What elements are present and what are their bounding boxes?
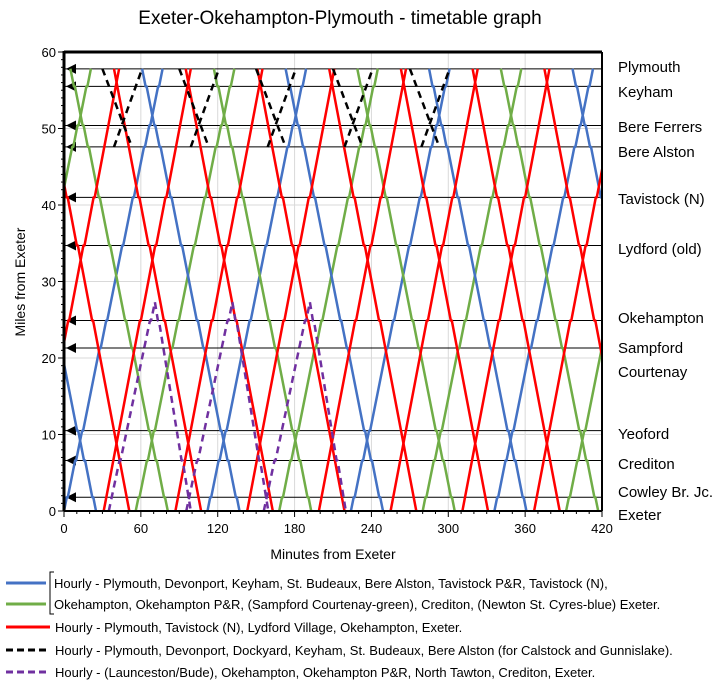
train-path-blue-green-down	[284, 68, 385, 511]
train-path-red-up	[64, 68, 121, 350]
y-tick-label: 0	[49, 504, 56, 519]
y-axis-label: Miles from Exeter	[12, 227, 28, 336]
train-path-blue-green-up	[493, 68, 595, 511]
y-tick-label: 10	[42, 428, 56, 443]
train-path-black-down	[178, 68, 210, 148]
train-path-blue-green-up	[206, 68, 308, 511]
station-label: Okehampton	[618, 310, 704, 327]
x-tick-label: 120	[207, 521, 229, 536]
train-path-red-up	[317, 68, 408, 511]
axes: 0 10 20 30 40 50 60 0 60 120 180 240 300 360 420	[42, 45, 613, 536]
train-path-purple-up	[262, 301, 312, 511]
station-label: Plymouth	[618, 59, 681, 76]
station-label: Bere Alston	[618, 144, 695, 161]
x-tick-label: 240	[361, 521, 383, 536]
train-path-red-down	[64, 176, 131, 511]
station-arrow-icon	[66, 192, 76, 203]
y-tick-label: 30	[42, 275, 56, 290]
x-tick-label: 300	[437, 521, 459, 536]
train-path-black-up	[420, 68, 451, 148]
station-arrow-icon	[66, 120, 76, 131]
station-label: Exeter	[618, 507, 661, 524]
train-path-black-down	[101, 68, 134, 148]
train-path-blue-green-down	[427, 68, 528, 511]
x-tick-label: 0	[60, 521, 67, 536]
x-tick-label: 420	[591, 521, 613, 536]
station-label: Yeoford	[618, 426, 669, 443]
station-label: Keyham	[618, 84, 673, 101]
train-path-black-up	[112, 68, 144, 148]
train-path-black-down	[254, 68, 287, 148]
x-tick-label: 180	[284, 521, 306, 536]
train-path-red-down	[399, 68, 490, 511]
train-path-red-down	[256, 68, 346, 511]
station-arrow-icon	[66, 343, 76, 354]
station-arrow-icon	[66, 240, 76, 251]
train-path-blue-green-down	[64, 357, 98, 511]
train-path-blue-green-up	[64, 68, 164, 511]
station-label: Cowley Br. Jc.	[618, 484, 713, 501]
train-path-blue-green-down	[212, 68, 313, 511]
train-path-purple-down	[231, 301, 270, 511]
train-path-blue-green-up	[349, 68, 451, 511]
station-label: Crediton	[618, 456, 675, 473]
train-path-red-up	[389, 68, 479, 511]
station-label: Bere Ferrers	[618, 119, 702, 136]
train-path-blue-green-down	[356, 68, 456, 511]
train-path-black-up	[266, 68, 298, 148]
legend-bracket	[49, 571, 54, 615]
station-arrow-icon	[66, 315, 76, 326]
train-path-blue-green-down	[69, 68, 170, 511]
train-path-blue-green-down	[140, 68, 241, 511]
train-path-purple-up	[185, 301, 234, 511]
station-label: Lydford (old)	[618, 241, 702, 258]
station-labels: Plymouth Keyham Bere Ferrers Bere Alston Tav…	[618, 59, 713, 524]
train-path-blue-green-up	[564, 345, 602, 511]
train-path-red-up	[245, 68, 336, 511]
train-path-blue-green-up	[277, 68, 380, 511]
y-tick-label: 50	[42, 122, 56, 137]
train-path-red-down	[112, 68, 203, 511]
train-path-red-down	[327, 68, 418, 511]
y-tick-label: 60	[42, 45, 56, 60]
y-tick-label: 40	[42, 198, 56, 213]
train-path-blue-green-up	[64, 68, 93, 195]
y-tick-label: 20	[42, 351, 56, 366]
train-path-blue-green-down	[571, 68, 602, 204]
train-path-black-down	[408, 68, 441, 148]
legend-label: Hourly - Plymouth, Devonport, Dockyard, …	[55, 643, 673, 658]
train-path-red-up	[174, 68, 264, 511]
train-path-red-up	[461, 68, 551, 511]
train-paths	[64, 68, 602, 511]
station-arrow-icon	[66, 492, 76, 503]
train-path-red-down	[471, 68, 561, 511]
x-tick-label: 60	[134, 521, 148, 536]
train-path-red-down	[184, 68, 275, 511]
legend-label: Okehampton, Okehampton P&R, (Sampford Co…	[54, 597, 660, 612]
train-path-red-up	[102, 68, 193, 511]
station-label: Sampford Courtenay	[618, 340, 688, 381]
legend: Hourly - Plymouth, Devonport, Keyham, St…	[6, 571, 673, 680]
station-label: Tavistock (N)	[618, 191, 705, 208]
train-path-black-down	[331, 68, 364, 148]
legend-label: Hourly - Plymouth, Devonport, Keyham, St…	[54, 576, 608, 591]
train-path-blue-green-up	[421, 68, 523, 511]
train-path-purple-up	[107, 301, 157, 511]
chart-title: Exeter-Okehampton-Plymouth - timetable g…	[138, 8, 541, 29]
train-path-purple-down	[153, 301, 193, 511]
station-arrow-icon	[66, 425, 76, 436]
train-path-black-up	[189, 68, 221, 148]
legend-label: Hourly - Plymouth, Tavistock (N), Lydfor…	[55, 620, 462, 635]
train-path-blue-green-up	[134, 68, 236, 511]
legend-label: Hourly - (Launceston/Bude), Okehampton, …	[55, 665, 595, 680]
x-axis-label: Minutes from Exeter	[270, 546, 396, 562]
train-path-purple-down	[308, 301, 348, 511]
train-path-blue-green-down	[499, 68, 600, 511]
train-path-red-up	[532, 163, 602, 511]
train-path-red-down	[543, 68, 602, 363]
x-tick-label: 360	[514, 521, 536, 536]
train-path-black-up	[343, 68, 374, 148]
